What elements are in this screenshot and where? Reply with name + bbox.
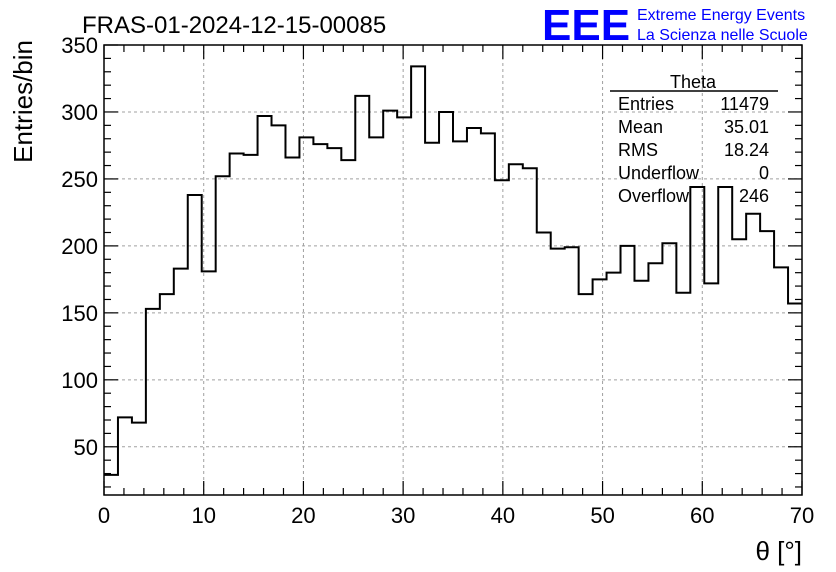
y-tick-label: 250 <box>61 167 98 192</box>
histogram-bars <box>104 65 802 496</box>
y-tick-label: 200 <box>61 234 98 259</box>
stats-row-value: 0 <box>759 163 769 183</box>
histogram-bin <box>341 160 355 495</box>
stats-box: Theta Entries 11479 Mean 35.01 RMS 18.24 Under… <box>610 72 778 206</box>
x-tick-labels: 0 10 20 30 40 50 60 70 <box>98 503 814 528</box>
stats-row-value: 35.01 <box>724 117 769 137</box>
stats-row-label: RMS <box>618 140 658 160</box>
y-axis-label: Entries/bin <box>8 40 38 163</box>
y-tick-labels: 50 100 150 200 250 300 350 <box>61 33 98 460</box>
histogram-outline <box>104 65 802 476</box>
histogram-bin <box>746 214 760 495</box>
histogram-bin <box>788 303 802 495</box>
stats-row-label: Underflow <box>618 163 700 183</box>
x-tick-label: 10 <box>191 503 215 528</box>
stats-row-value: 18.24 <box>724 140 769 160</box>
histogram-bin <box>439 112 453 495</box>
histogram-bin <box>537 233 551 496</box>
chart-title: FRAS-01-2024-12-15-00085 <box>82 12 386 39</box>
eee-logo-mark: EEE <box>542 1 630 50</box>
histogram-bin <box>132 423 146 495</box>
histogram-bin <box>676 293 690 495</box>
histogram-bin <box>593 279 607 495</box>
y-tick-label: 300 <box>61 100 98 125</box>
grid-lines <box>104 45 802 495</box>
histogram-bin <box>383 111 397 495</box>
histogram-bin <box>453 141 467 495</box>
histogram-bin <box>648 263 662 495</box>
histogram-bin <box>523 168 537 495</box>
x-tick-label: 0 <box>98 503 110 528</box>
x-tick-label: 60 <box>690 503 714 528</box>
eee-logo: EEE Extreme Energy Events La Scienza nel… <box>542 1 808 50</box>
histogram-bin <box>732 239 746 495</box>
histogram-bin <box>495 180 509 495</box>
histogram-bin <box>202 271 216 495</box>
plot-frame <box>103 44 803 496</box>
x-tick-label: 40 <box>491 503 515 528</box>
y-tick-label: 150 <box>61 301 98 326</box>
histogram-bin <box>509 164 523 495</box>
histogram-bin <box>258 116 272 495</box>
histogram-bin <box>313 144 327 495</box>
histogram-bin <box>104 475 118 495</box>
x-tick-label: 70 <box>790 503 814 528</box>
y-tick-label: 50 <box>74 435 98 460</box>
histogram-bin <box>272 125 286 495</box>
histogram-bin <box>285 158 299 496</box>
histogram-bin <box>690 187 704 495</box>
histogram-bin <box>327 148 341 495</box>
histogram-bin <box>607 273 621 495</box>
x-tick-label: 20 <box>291 503 315 528</box>
histogram-bin <box>146 309 160 495</box>
histogram-bin <box>551 249 565 495</box>
stats-row-value: 11479 <box>720 94 769 114</box>
y-tick-label: 350 <box>61 33 98 58</box>
stats-row-label: Entries <box>618 94 674 114</box>
histogram-bin <box>299 137 313 495</box>
histogram-bin <box>411 66 425 495</box>
histogram-bin <box>579 294 593 495</box>
histogram-bin <box>216 176 230 495</box>
x-axis-label: θ [°] <box>755 536 802 566</box>
histogram-bin <box>565 247 579 495</box>
histogram-bin <box>188 195 202 495</box>
histogram-bin <box>397 117 411 495</box>
stats-row-label: Overflow <box>618 186 690 206</box>
histogram-bin <box>662 243 676 495</box>
stats-title: Theta <box>670 72 717 92</box>
stats-row-label: Mean <box>618 117 663 137</box>
histogram-bin <box>369 137 383 495</box>
x-tick-label: 50 <box>590 503 614 528</box>
histogram-bin <box>760 231 774 495</box>
histogram-bin <box>118 417 132 495</box>
histogram-bin <box>174 269 188 495</box>
histogram-bin <box>634 281 648 495</box>
logo-line-1: Extreme Energy Events <box>637 7 805 24</box>
histogram-bin <box>425 143 439 495</box>
stats-row-value: 246 <box>739 186 769 206</box>
stats-rows: Entries 11479 Mean 35.01 RMS 18.24 Underflow 0 O… <box>618 94 769 206</box>
y-tick-label: 100 <box>61 368 98 393</box>
axis-ticks <box>103 44 803 495</box>
x-tick-label: 30 <box>391 503 415 528</box>
logo-line-2: La Scienza nelle Scuole <box>637 27 808 44</box>
histogram-bin <box>355 96 369 495</box>
histogram-bin <box>774 267 788 495</box>
histogram-bin <box>160 294 174 495</box>
histogram-bin <box>704 283 718 495</box>
histogram-bin <box>621 246 635 495</box>
histogram-bin <box>244 155 258 495</box>
histogram-bin <box>481 133 495 495</box>
histogram-bin <box>230 153 244 495</box>
histogram-bin <box>467 128 481 495</box>
histogram-bin <box>718 187 732 495</box>
